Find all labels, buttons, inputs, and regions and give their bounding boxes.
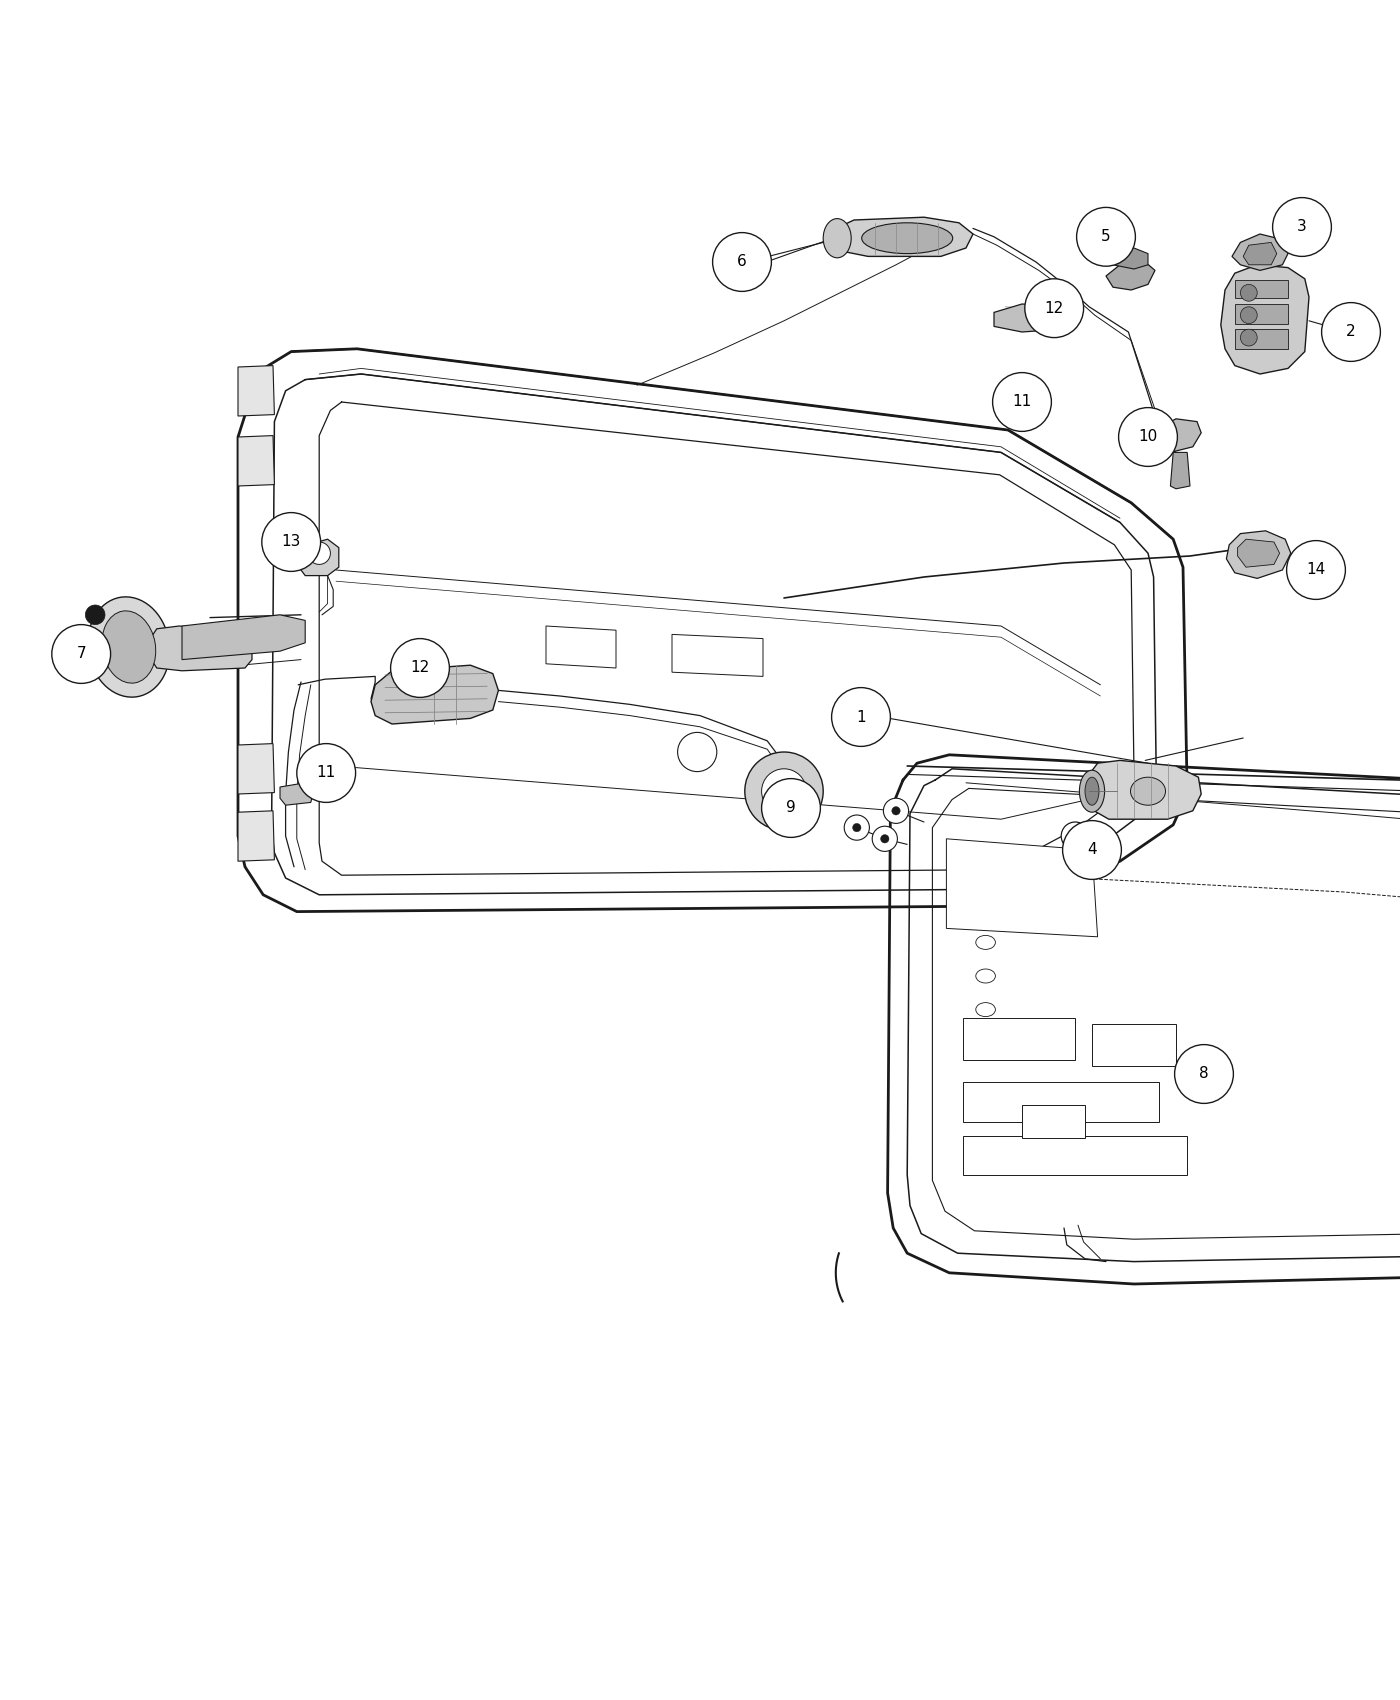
Text: 2: 2 <box>1347 325 1355 340</box>
Circle shape <box>713 233 771 291</box>
Text: 8: 8 <box>1200 1066 1208 1081</box>
Circle shape <box>1025 279 1084 338</box>
Circle shape <box>762 779 820 838</box>
Polygon shape <box>1235 330 1288 348</box>
Circle shape <box>1063 821 1121 879</box>
Circle shape <box>883 799 909 823</box>
Circle shape <box>1240 330 1257 347</box>
Circle shape <box>85 605 105 624</box>
Text: 10: 10 <box>1138 430 1158 444</box>
Polygon shape <box>546 626 616 668</box>
Polygon shape <box>963 1018 1075 1061</box>
Circle shape <box>1175 1044 1233 1103</box>
Polygon shape <box>833 218 973 257</box>
Circle shape <box>892 806 900 814</box>
Polygon shape <box>182 615 305 660</box>
Polygon shape <box>238 811 274 862</box>
Polygon shape <box>1226 530 1291 578</box>
Polygon shape <box>1170 452 1190 490</box>
Polygon shape <box>238 435 274 486</box>
Circle shape <box>391 639 449 697</box>
Circle shape <box>1273 197 1331 257</box>
Ellipse shape <box>862 223 952 253</box>
Circle shape <box>745 751 823 830</box>
Polygon shape <box>280 782 314 806</box>
Polygon shape <box>238 743 274 794</box>
Circle shape <box>1119 408 1177 466</box>
Circle shape <box>1077 207 1135 267</box>
Text: 4: 4 <box>1088 843 1096 857</box>
Polygon shape <box>1235 304 1288 323</box>
Text: 13: 13 <box>281 534 301 549</box>
Polygon shape <box>1092 1023 1176 1066</box>
Polygon shape <box>994 304 1067 332</box>
Polygon shape <box>672 634 763 677</box>
Circle shape <box>678 733 717 772</box>
Polygon shape <box>946 838 1098 937</box>
Circle shape <box>872 826 897 852</box>
Ellipse shape <box>1079 770 1105 813</box>
Text: 11: 11 <box>1012 394 1032 410</box>
Circle shape <box>844 814 869 840</box>
Circle shape <box>881 835 889 843</box>
Text: 6: 6 <box>738 255 746 270</box>
Circle shape <box>297 743 356 802</box>
Polygon shape <box>963 1136 1187 1175</box>
Polygon shape <box>1085 760 1201 819</box>
Circle shape <box>762 768 806 814</box>
Text: 12: 12 <box>1044 301 1064 316</box>
Polygon shape <box>1106 262 1155 291</box>
Ellipse shape <box>976 935 995 949</box>
Circle shape <box>1287 541 1345 600</box>
Text: 5: 5 <box>1102 230 1110 245</box>
Circle shape <box>1322 303 1380 362</box>
Circle shape <box>993 372 1051 432</box>
Ellipse shape <box>1085 777 1099 806</box>
Polygon shape <box>238 366 274 416</box>
Circle shape <box>1098 838 1120 862</box>
Text: 7: 7 <box>77 646 85 661</box>
Text: 3: 3 <box>1298 219 1306 235</box>
Polygon shape <box>151 626 252 672</box>
Ellipse shape <box>823 219 851 258</box>
Polygon shape <box>1113 248 1148 269</box>
Circle shape <box>853 823 861 831</box>
Circle shape <box>832 687 890 746</box>
Polygon shape <box>1022 1105 1085 1139</box>
Ellipse shape <box>976 969 995 983</box>
Ellipse shape <box>1131 777 1165 806</box>
Text: 11: 11 <box>316 765 336 780</box>
Text: 14: 14 <box>1306 563 1326 578</box>
Polygon shape <box>1243 243 1277 265</box>
Polygon shape <box>963 1083 1159 1122</box>
Polygon shape <box>1235 280 1288 299</box>
Circle shape <box>776 782 792 799</box>
Ellipse shape <box>976 1003 995 1017</box>
Polygon shape <box>1238 539 1280 568</box>
Polygon shape <box>297 539 339 576</box>
Circle shape <box>1105 847 1113 853</box>
Circle shape <box>1061 823 1089 850</box>
Text: 9: 9 <box>787 801 795 816</box>
Circle shape <box>262 513 321 571</box>
Circle shape <box>1240 284 1257 301</box>
Text: 1: 1 <box>857 709 865 724</box>
Polygon shape <box>371 665 498 724</box>
Circle shape <box>1240 306 1257 323</box>
Circle shape <box>1070 830 1081 842</box>
Ellipse shape <box>102 610 155 683</box>
Polygon shape <box>1232 235 1288 270</box>
Text: 12: 12 <box>410 661 430 675</box>
Polygon shape <box>1155 418 1201 452</box>
Polygon shape <box>1221 265 1309 374</box>
Circle shape <box>308 542 330 564</box>
Ellipse shape <box>88 597 169 697</box>
Circle shape <box>52 624 111 683</box>
